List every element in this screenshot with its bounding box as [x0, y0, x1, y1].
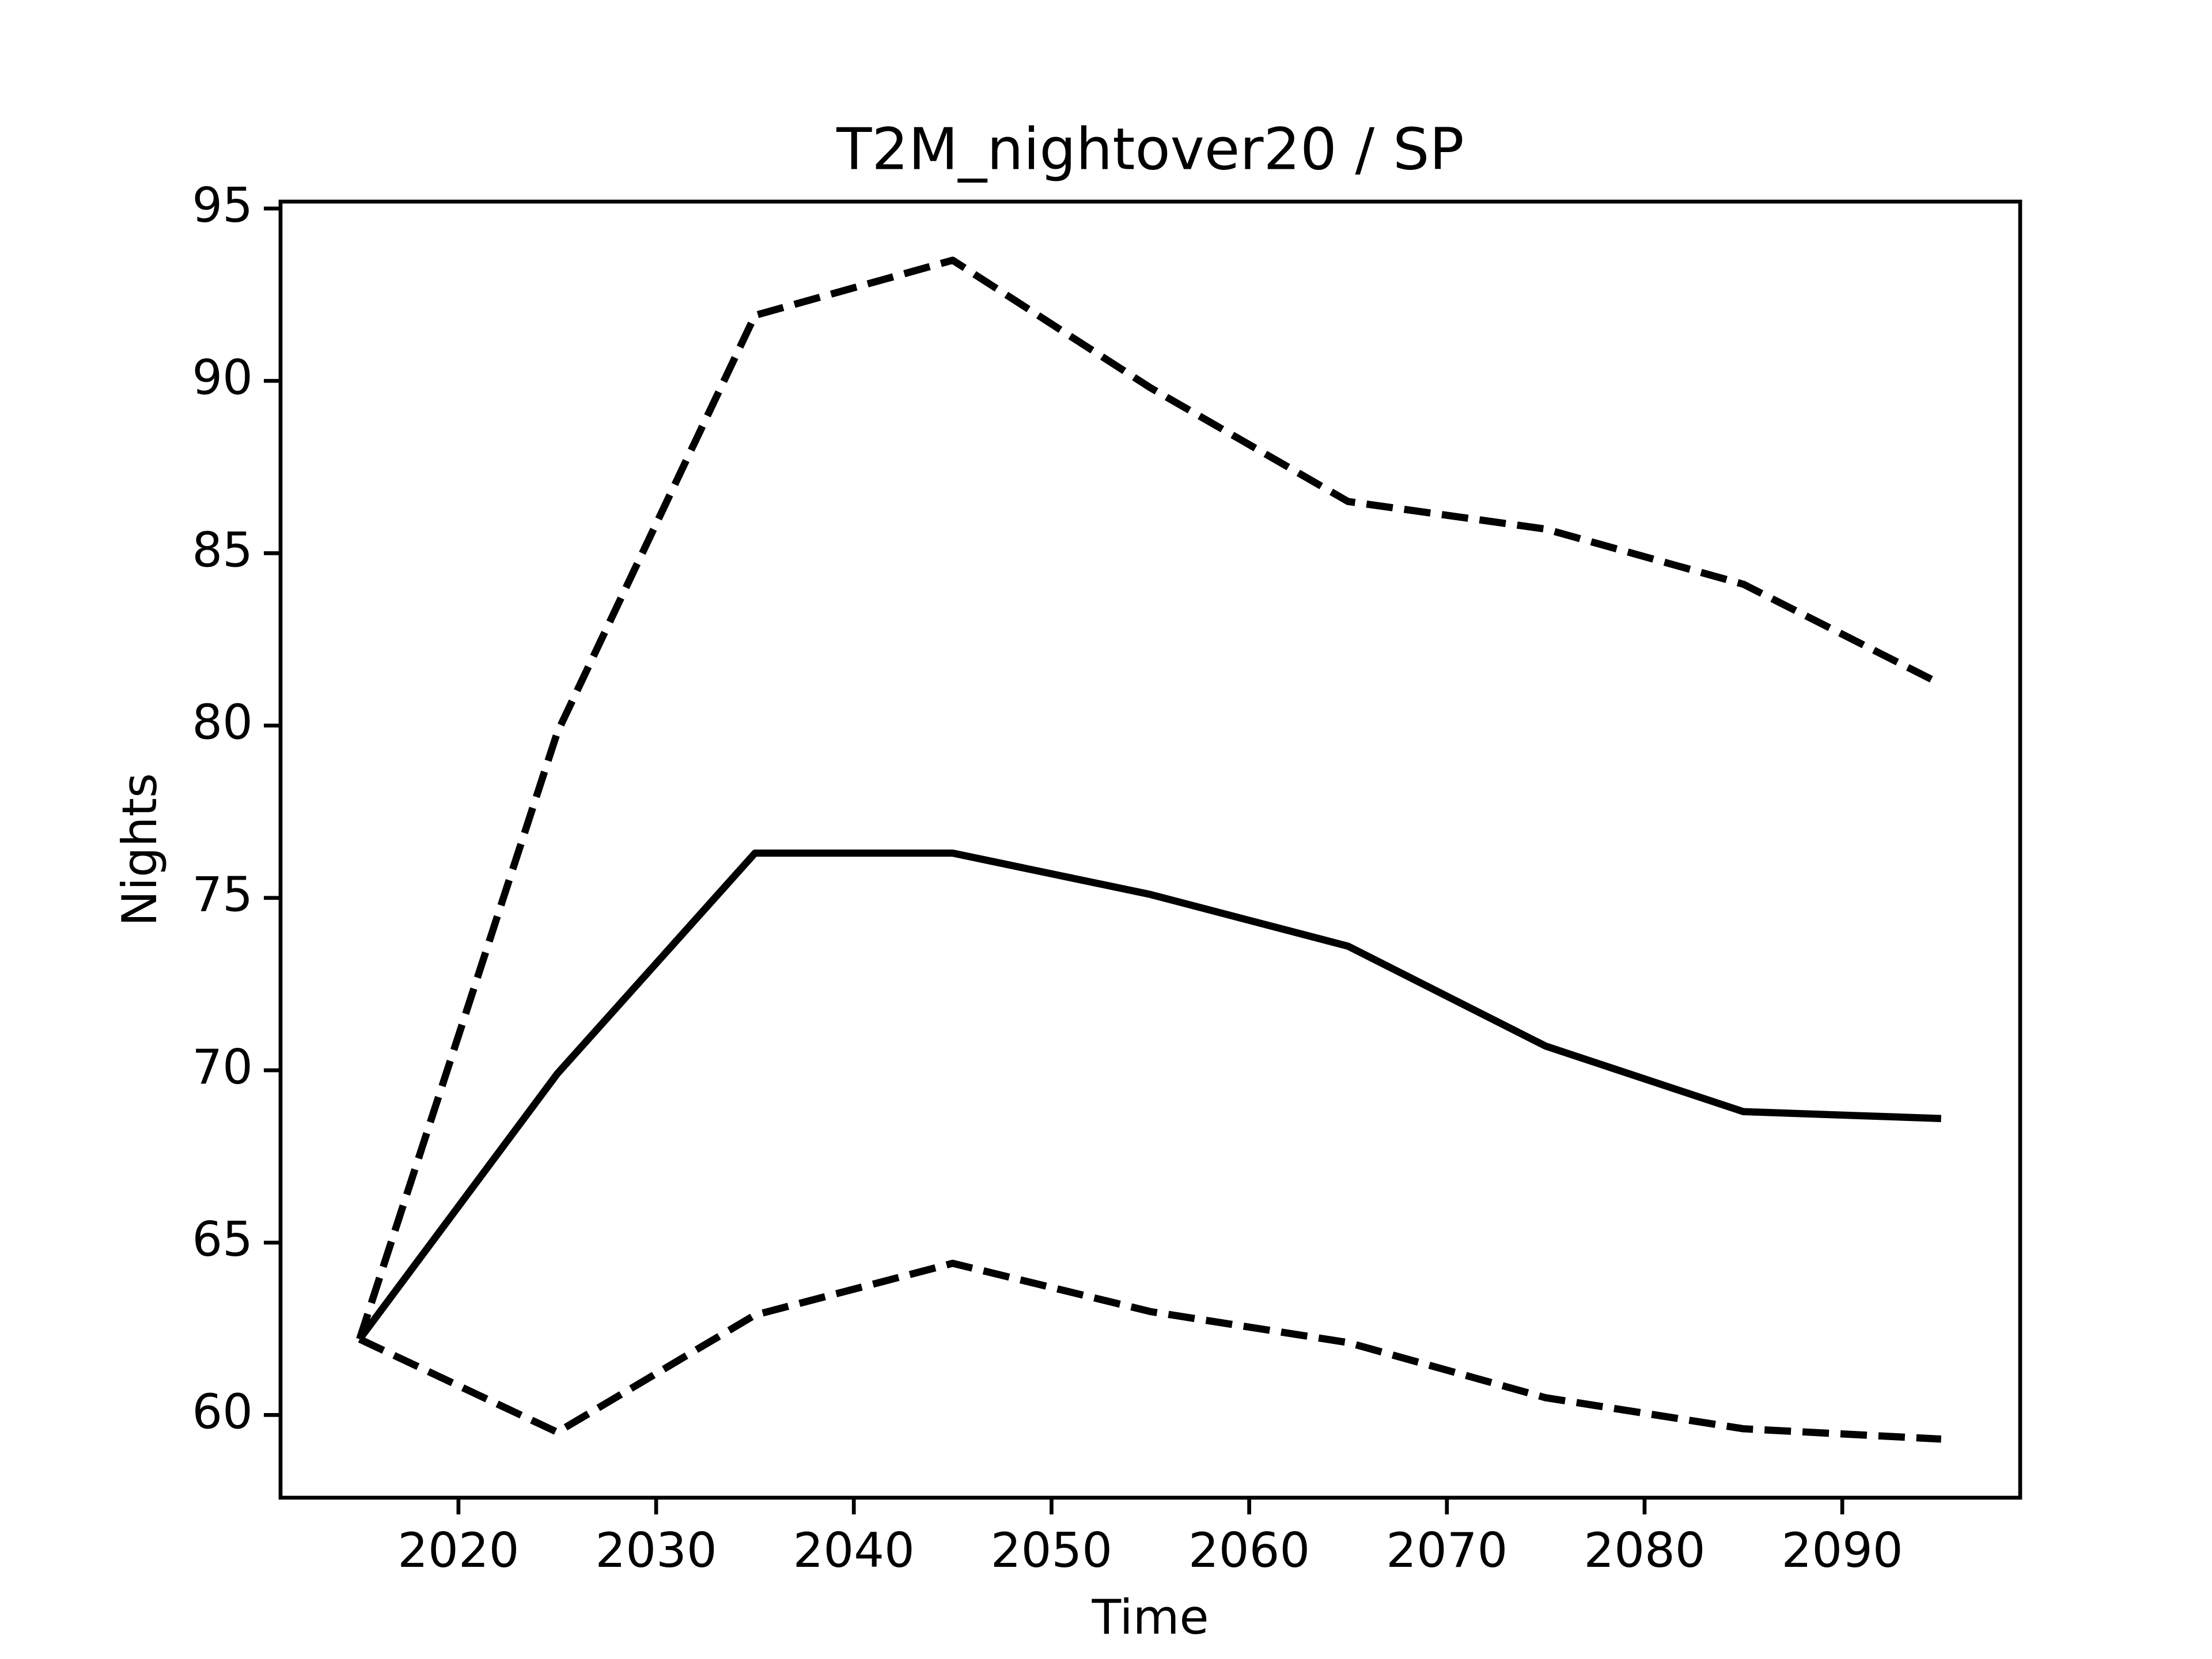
- data-line: [357, 849, 1941, 1342]
- y-tick-label: 80: [192, 695, 253, 751]
- x-tick-label: 2080: [1584, 1522, 1705, 1578]
- y-tick-label: 85: [192, 522, 253, 578]
- x-tick-label: 2050: [991, 1522, 1112, 1578]
- x-axis-label: Time: [1091, 1589, 1209, 1645]
- x-tick-label: 2070: [1386, 1522, 1508, 1578]
- chart-title: T2M_nightover20 / SP: [836, 115, 1464, 183]
- y-tick-label: 90: [192, 350, 253, 406]
- x-tick-label: 2020: [397, 1522, 519, 1578]
- plot-frame: [278, 199, 2022, 1500]
- y-tick-label: 70: [192, 1039, 253, 1095]
- x-tick-label: 2030: [595, 1522, 717, 1578]
- data-line: [356, 256, 1943, 1340]
- x-tick-label: 2040: [793, 1522, 915, 1578]
- y-tick-label: 60: [192, 1384, 253, 1440]
- x-tick-label: 2060: [1188, 1522, 1310, 1578]
- y-tick-label: 95: [192, 177, 253, 233]
- y-tick-label: 65: [192, 1211, 253, 1267]
- data-line: [358, 1259, 1942, 1443]
- x-tick-label: 2090: [1782, 1522, 1903, 1578]
- y-axis-label: Nights: [112, 773, 168, 926]
- y-tick-label: 75: [192, 867, 253, 923]
